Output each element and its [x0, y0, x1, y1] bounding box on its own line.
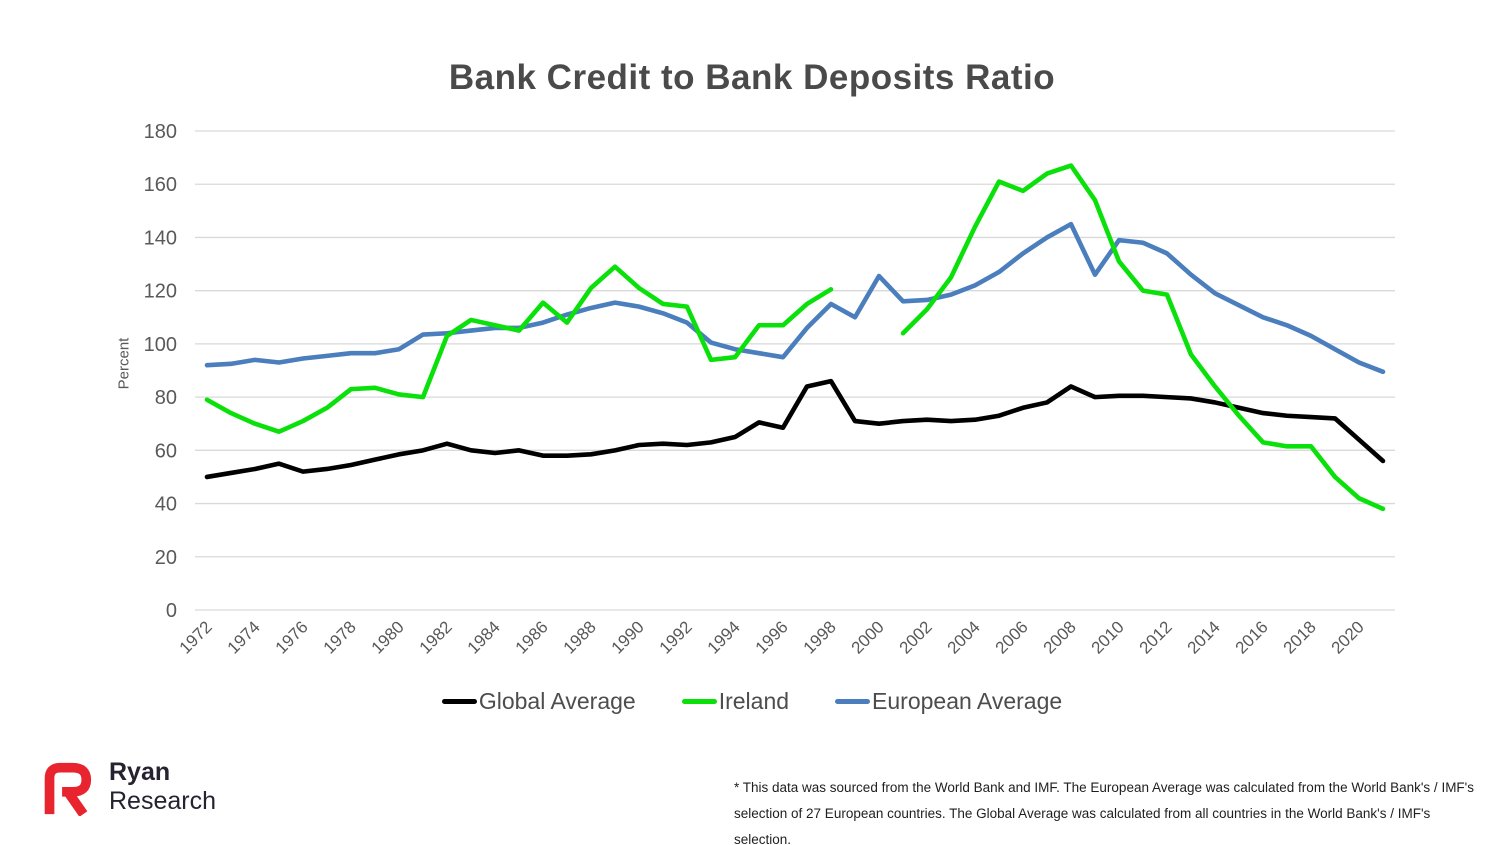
series-line-global-average	[204, 378, 1386, 480]
logo-leg-stroke	[63, 789, 88, 816]
legend-item-european-average: European Average	[835, 688, 1062, 715]
y-tick-label: 80	[155, 387, 177, 409]
x-tick-label: 1996	[752, 617, 792, 657]
y-tick-label: 140	[144, 227, 177, 249]
x-tick-label: 1994	[704, 617, 744, 657]
y-tick-label: 60	[155, 440, 177, 462]
x-tick-label: 1992	[656, 617, 696, 657]
y-tick-label: 180	[144, 121, 177, 143]
brand-name: Ryan Research	[109, 758, 216, 816]
x-tick-label: 1984	[464, 617, 504, 657]
x-tick-label: 1998	[800, 617, 840, 657]
x-tick-label: 2004	[944, 617, 984, 657]
source-note-line1: * This data was sourced from the World B…	[734, 780, 1475, 795]
legend-label: Global Average	[478, 687, 636, 714]
x-tick-label: 2006	[992, 617, 1032, 657]
y-tick-label: 160	[144, 174, 177, 196]
legend-swatch-european-average	[835, 698, 871, 704]
y-axis-title: Percent	[115, 337, 133, 390]
x-tick-label: 2014	[1184, 617, 1224, 657]
legend-swatch-global-average	[441, 698, 477, 704]
x-tick-label: 2008	[1040, 617, 1080, 657]
x-tick-label: 1980	[368, 617, 408, 657]
x-tick-label: 2010	[1088, 617, 1128, 657]
series-line-ireland	[900, 163, 1386, 512]
y-tick-label: 120	[144, 281, 177, 303]
x-tick-label: 1990	[608, 617, 648, 657]
x-tick-label: 1978	[320, 617, 360, 657]
x-tick-label: 2002	[896, 617, 936, 657]
x-tick-label: 1986	[512, 617, 552, 657]
x-tick-label: 2018	[1280, 617, 1320, 657]
x-tick-label: 1974	[224, 617, 264, 657]
y-tick-label: 100	[144, 334, 177, 356]
x-tick-label: 1988	[560, 617, 600, 657]
line-chart: 0 20 40 60 80 100 120 140 160 180 1972 1974 1976 1978…	[144, 121, 1395, 658]
source-note-line2: selection of 27 European countries. The …	[734, 806, 1431, 845]
logo-bowl-stroke	[44, 762, 92, 815]
x-tick-label: 2016	[1232, 617, 1272, 657]
legend: Global Average Ireland European Average	[0, 680, 1504, 722]
brand-name-line2: Research	[109, 787, 216, 815]
x-tick-label: 2020	[1328, 617, 1368, 657]
series-line-european-average	[204, 221, 1386, 375]
legend-label: European Average	[872, 687, 1063, 714]
y-tick-label: 20	[155, 547, 177, 569]
x-tick-label: 1976	[272, 617, 312, 657]
brand-logo: Ryan Research	[36, 758, 216, 816]
brand-logo-r-icon	[44, 762, 92, 816]
legend-swatch-ireland	[681, 698, 717, 704]
x-tick-label: 2012	[1136, 617, 1176, 657]
series-line-ireland	[204, 264, 834, 435]
legend-item-ireland: Ireland	[681, 687, 790, 715]
brand-name-line1: Ryan	[109, 758, 171, 786]
page-title: Bank Credit to Bank Deposits Ratio	[448, 58, 1056, 97]
y-tick-label: 40	[155, 494, 177, 516]
x-tick-label: 1982	[416, 617, 456, 657]
y-tick-label: 0	[166, 600, 177, 622]
x-tick-label: 2000	[848, 617, 888, 657]
legend-label: Ireland	[718, 687, 790, 714]
source-note: * This data was sourced from the World B…	[734, 775, 1474, 845]
legend-item-global-average: Global Average	[441, 687, 636, 715]
x-tick-label: 1972	[176, 617, 216, 657]
